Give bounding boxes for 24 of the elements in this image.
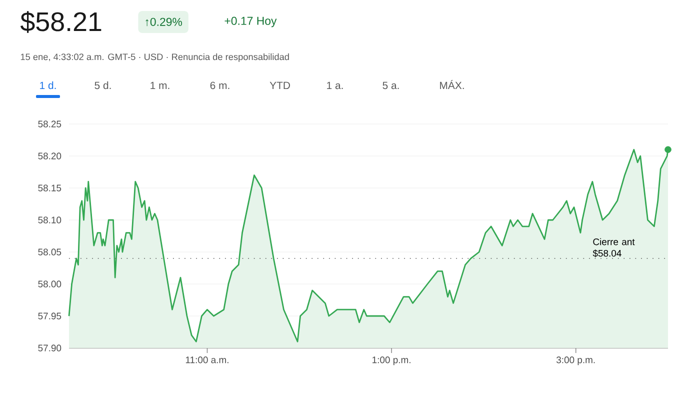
y-tick-label: 58.20 — [38, 152, 62, 160]
text: ↑0.29% — [146, 18, 182, 26]
y-tick-label: 58.10 — [38, 216, 62, 224]
text: 1 a. — [327, 82, 343, 90]
text: MÁX. — [440, 80, 464, 89]
ref-line-label: Cierre ant $58.04 — [592, 238, 635, 258]
x-tick-label: 1:00 p.m. — [372, 356, 410, 366]
y-tick-label: 58.15 — [38, 184, 62, 192]
text: 5 d. — [94, 81, 111, 90]
x-tick-label: 11:00 a.m. — [186, 356, 228, 364]
y-tick-label: 57.95 — [38, 312, 62, 320]
chart-subtitle: 15 ene, 4:33:02 a.m. GMT-5 · USD · Renuncia de responsabilidad — [20, 53, 289, 62]
y-tick-label: 58.05 — [38, 248, 62, 256]
x-tick-label: 3:00 p.m. — [556, 356, 595, 366]
chart-title: $58.21 — [20, 11, 102, 33]
text: +0.17 Hoy — [224, 16, 277, 28]
text: 5 a. — [382, 82, 399, 90]
text: 1 d. — [40, 81, 56, 90]
text: 1 m. — [150, 82, 170, 89]
text: 6 m. — [210, 82, 230, 90]
y-tick-label: 58.25 — [38, 120, 62, 128]
y-tick-label: 58.00 — [38, 280, 62, 288]
text: YTD — [270, 82, 290, 89]
y-tick-label: 57.90 — [38, 344, 62, 352]
